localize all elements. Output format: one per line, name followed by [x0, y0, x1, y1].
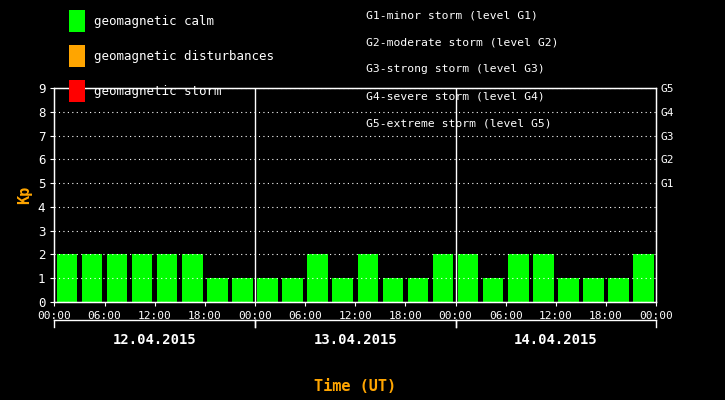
Text: 14.04.2015: 14.04.2015 — [514, 333, 597, 347]
Text: G1-minor storm (level G1): G1-minor storm (level G1) — [366, 10, 538, 20]
Text: G3-strong storm (level G3): G3-strong storm (level G3) — [366, 64, 545, 74]
Y-axis label: Kp: Kp — [17, 186, 33, 204]
Bar — [383, 278, 403, 302]
Bar — [634, 254, 654, 302]
Bar — [583, 278, 604, 302]
Bar — [357, 254, 378, 302]
Bar — [407, 278, 428, 302]
Bar — [608, 278, 629, 302]
Text: geomagnetic disturbances: geomagnetic disturbances — [94, 50, 273, 63]
Text: G5-extreme storm (level G5): G5-extreme storm (level G5) — [366, 119, 552, 129]
Bar — [57, 254, 77, 302]
Bar — [558, 278, 579, 302]
Text: 12.04.2015: 12.04.2015 — [113, 333, 196, 347]
Text: G2-moderate storm (level G2): G2-moderate storm (level G2) — [366, 37, 559, 47]
Text: geomagnetic storm: geomagnetic storm — [94, 85, 221, 98]
Bar — [257, 278, 278, 302]
Text: 13.04.2015: 13.04.2015 — [313, 333, 397, 347]
Bar — [107, 254, 128, 302]
Text: G4-severe storm (level G4): G4-severe storm (level G4) — [366, 92, 545, 102]
Bar — [232, 278, 253, 302]
Bar — [333, 278, 353, 302]
Bar — [182, 254, 202, 302]
Bar — [82, 254, 102, 302]
Bar — [282, 278, 303, 302]
Bar — [307, 254, 328, 302]
Bar — [207, 278, 228, 302]
Bar — [457, 254, 479, 302]
Bar — [433, 254, 453, 302]
Bar — [157, 254, 178, 302]
Bar — [132, 254, 152, 302]
Text: geomagnetic calm: geomagnetic calm — [94, 14, 214, 28]
Bar — [533, 254, 554, 302]
Bar — [483, 278, 503, 302]
Text: Time (UT): Time (UT) — [314, 379, 397, 394]
Bar — [508, 254, 529, 302]
